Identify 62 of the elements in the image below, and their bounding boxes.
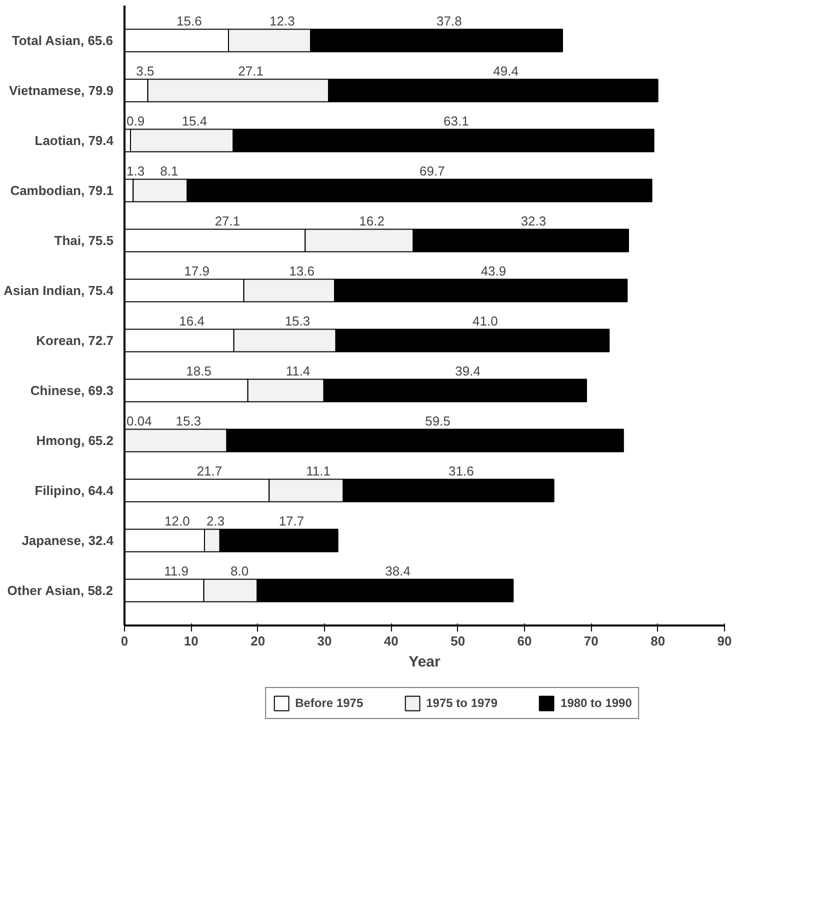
data-label: 27.1 xyxy=(238,64,264,78)
x-tick-label: 50 xyxy=(450,634,466,648)
x-tick-label: 60 xyxy=(517,634,532,648)
data-label: 37.8 xyxy=(436,14,462,28)
data-label: 39.4 xyxy=(455,364,480,378)
data-label: 69.7 xyxy=(420,164,445,178)
data-label: 17.7 xyxy=(278,514,304,528)
x-tick-label: 40 xyxy=(384,634,398,648)
data-label: 11.4 xyxy=(286,364,310,378)
data-label: 38.4 xyxy=(385,564,410,578)
data-label: 41.0 xyxy=(472,314,498,328)
data-label: 59.5 xyxy=(425,414,450,428)
y-tick-label: Other Asian, 58.2 xyxy=(7,583,114,598)
x-tick-label: 70 xyxy=(584,634,598,648)
y-tick-label: Total Asian, 65.6 xyxy=(12,33,114,48)
x-tick-label: 30 xyxy=(317,634,332,648)
x-tick-label: 80 xyxy=(650,634,666,648)
data-label: 0.9 xyxy=(126,114,145,128)
y-tick-label: Thai, 75.5 xyxy=(54,233,114,248)
y-tick-label: Filipino, 64.4 xyxy=(34,483,114,498)
data-label: 32.3 xyxy=(520,214,546,228)
data-label: 31.6 xyxy=(448,464,474,478)
x-tick-label: 10 xyxy=(184,634,198,648)
data-label: 3.5 xyxy=(136,64,154,78)
y-tick-label: Japanese, 32.4 xyxy=(22,533,114,548)
data-label: 15.4 xyxy=(182,114,208,128)
data-label: 16.4 xyxy=(179,314,204,328)
y-tick-label: Vietnamese, 79.9 xyxy=(8,83,114,98)
data-label: 1.3 xyxy=(126,164,145,178)
data-label: 49.4 xyxy=(493,64,518,78)
data-label: 12.0 xyxy=(164,514,190,528)
y-tick-label: Laotian, 79.4 xyxy=(34,133,114,148)
y-tick-label: Hmong, 65.2 xyxy=(36,433,114,448)
data-label: 15.6 xyxy=(176,14,202,28)
data-label: 11.1 xyxy=(306,464,331,478)
x-tick-label: 20 xyxy=(250,634,266,648)
data-label: 27.1 xyxy=(214,214,240,228)
data-label: 0.04 xyxy=(126,414,152,428)
data-label: 21.7 xyxy=(196,464,222,478)
data-label: 13.6 xyxy=(289,264,314,278)
x-axis-title: Year xyxy=(408,654,441,670)
data-label: 17.9 xyxy=(184,264,210,278)
data-label: 12.3 xyxy=(270,14,295,28)
y-tick-label: Chinese, 69.3 xyxy=(30,383,114,398)
data-label: 15.3 xyxy=(176,414,202,428)
legend-label: Before 1975 xyxy=(295,696,364,710)
data-label: 18.5 xyxy=(186,364,212,378)
data-label: 11.9 xyxy=(164,564,189,578)
data-label: 16.2 xyxy=(359,214,384,228)
data-label: 2.3 xyxy=(206,514,225,528)
data-label: 43.9 xyxy=(480,264,506,278)
legend-label: 1975 to 1979 xyxy=(426,696,498,710)
y-tick-label: Asian Indian, 75.4 xyxy=(4,283,114,298)
y-tick-label: Korean, 72.7 xyxy=(36,333,114,348)
x-tick-label: 90 xyxy=(717,634,732,648)
data-label: 8.0 xyxy=(230,564,249,578)
legend-label: 1980 to 1990 xyxy=(560,696,632,710)
data-label: 15.3 xyxy=(284,314,310,328)
y-tick-label: Cambodian, 79.1 xyxy=(10,183,114,198)
data-label: 8.1 xyxy=(160,164,178,178)
data-label: 63.1 xyxy=(444,114,469,128)
x-tick-label: 0 xyxy=(120,634,128,648)
